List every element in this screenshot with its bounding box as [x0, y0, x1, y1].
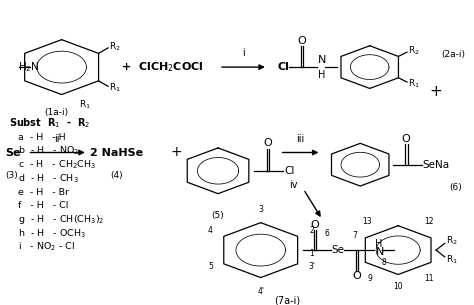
Text: 12: 12	[424, 217, 434, 226]
Text: (7a-i): (7a-i)	[273, 296, 300, 305]
Text: i   - NO$_2$ - Cl: i - NO$_2$ - Cl	[9, 241, 76, 253]
Text: R$_1$: R$_1$	[109, 81, 121, 94]
Text: 13: 13	[363, 217, 372, 226]
Text: h  - H   - OCH$_3$: h - H - OCH$_3$	[9, 227, 87, 239]
Text: R$_2$: R$_2$	[446, 235, 458, 247]
Text: ii: ii	[55, 134, 60, 144]
Text: O: O	[264, 138, 272, 148]
Text: H$_2$N: H$_2$N	[18, 60, 39, 74]
Text: c  - H   - CH$_2$CH$_3$: c - H - CH$_2$CH$_3$	[9, 159, 97, 171]
Text: R$_2$: R$_2$	[408, 44, 419, 56]
Text: a  - H   - H: a - H - H	[9, 133, 66, 142]
Text: 5: 5	[208, 262, 213, 271]
Text: (3): (3)	[6, 171, 18, 180]
Text: 10: 10	[393, 282, 403, 291]
Text: f   - H   - Cl: f - H - Cl	[9, 201, 69, 210]
Text: d  - H   - CH$_3$: d - H - CH$_3$	[9, 172, 79, 185]
Text: 1: 1	[310, 249, 314, 258]
Text: O: O	[402, 134, 410, 144]
Text: H: H	[318, 70, 326, 80]
Text: 4: 4	[208, 226, 213, 235]
Text: 2: 2	[310, 226, 314, 235]
Text: g  - H   - CH(CH$_3$)$_2$: g - H - CH(CH$_3$)$_2$	[9, 213, 105, 226]
Text: iv: iv	[289, 180, 297, 189]
Text: (2a-i): (2a-i)	[441, 50, 465, 59]
Text: 8: 8	[382, 258, 386, 267]
Text: (6): (6)	[449, 183, 462, 192]
Text: (5): (5)	[212, 210, 224, 220]
Text: Cl: Cl	[284, 166, 295, 176]
Text: Cl: Cl	[277, 62, 289, 72]
Text: 11: 11	[424, 274, 434, 283]
Text: O: O	[310, 220, 319, 230]
Text: 2 NaHSe: 2 NaHSe	[90, 148, 143, 157]
Text: b  - H   - NO$_2$: b - H - NO$_2$	[9, 145, 80, 157]
Text: i: i	[242, 48, 245, 58]
Text: 7: 7	[352, 231, 357, 240]
Text: Se: Se	[6, 148, 21, 157]
Text: +  ClCH$_2$COCl: + ClCH$_2$COCl	[121, 60, 203, 74]
Text: SeNa: SeNa	[423, 160, 450, 170]
Text: +: +	[430, 84, 442, 99]
Text: R$_1$: R$_1$	[446, 253, 458, 265]
Text: 3: 3	[258, 205, 263, 214]
Text: iii: iii	[296, 134, 305, 144]
Text: (1a-i): (1a-i)	[44, 108, 68, 117]
Text: 6: 6	[325, 229, 329, 238]
Text: 4': 4'	[257, 287, 264, 296]
Text: R$_1$: R$_1$	[408, 78, 420, 90]
Text: 9: 9	[367, 274, 372, 283]
Text: e  - H   - Br: e - H - Br	[9, 188, 70, 197]
Text: H: H	[375, 239, 383, 249]
Text: N: N	[318, 56, 327, 65]
Text: R$_2$: R$_2$	[109, 41, 121, 53]
Text: (4): (4)	[110, 171, 122, 180]
Text: +: +	[171, 145, 182, 160]
Text: N: N	[375, 247, 384, 257]
Text: O: O	[352, 271, 361, 281]
Text: 3': 3'	[309, 262, 315, 271]
Text: Subst  R$_1$  -  R$_2$: Subst R$_1$ - R$_2$	[9, 117, 91, 131]
Text: O: O	[298, 36, 306, 46]
Text: Se: Se	[332, 245, 345, 255]
Text: R$_1$: R$_1$	[79, 99, 91, 111]
